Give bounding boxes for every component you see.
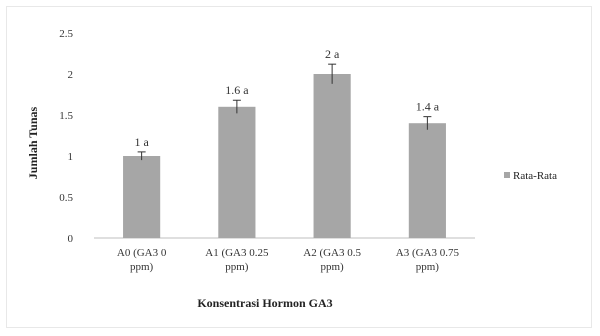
x-tick-label: A2 (GA3 0.5 <box>303 247 361 259</box>
x-axis-title: Konsentrasi Hormon GA3 <box>197 296 332 310</box>
x-tick-label: ppm) <box>321 261 345 273</box>
legend-label: Rata-Rata <box>513 170 557 182</box>
y-axis-title: Jumlah Tunas <box>26 106 40 179</box>
bar <box>408 123 446 238</box>
x-tick-label: ppm) <box>130 261 154 273</box>
x-tick-label: A0 (GA3 0 <box>117 247 167 259</box>
chart-frame: 0 0.5 1 1.5 2 2.5 1 a A0 (GA3 0 ppm) 1.6 a A1 (GA… <box>6 6 592 328</box>
bar <box>218 106 256 238</box>
y-tick-label: 1.5 <box>59 110 73 122</box>
data-label: 1.6 a <box>225 83 249 97</box>
y-tick-label: 2.5 <box>59 28 73 40</box>
x-tick-label: ppm) <box>225 261 249 273</box>
bar <box>123 156 161 238</box>
y-tick-label: 0.5 <box>59 192 73 204</box>
y-tick-label: 2 <box>68 69 74 81</box>
x-tick-label: A1 (GA3 0.25 <box>205 247 269 259</box>
data-label: 2 a <box>325 47 340 61</box>
y-tick-label: 1 <box>68 151 74 163</box>
data-label: 1.4 a <box>416 100 440 114</box>
x-tick-label: ppm) <box>416 261 440 273</box>
legend: Rata-Rata <box>504 170 557 182</box>
bar <box>313 74 351 238</box>
legend-swatch <box>504 172 510 178</box>
data-label: 1 a <box>134 135 149 149</box>
bar-chart: 0 0.5 1 1.5 2 2.5 1 a A0 (GA3 0 ppm) 1.6 a A1 (GA… <box>26 28 557 310</box>
y-tick-label: 0 <box>68 233 74 245</box>
x-tick-label: A3 (GA3 0.75 <box>396 247 460 259</box>
